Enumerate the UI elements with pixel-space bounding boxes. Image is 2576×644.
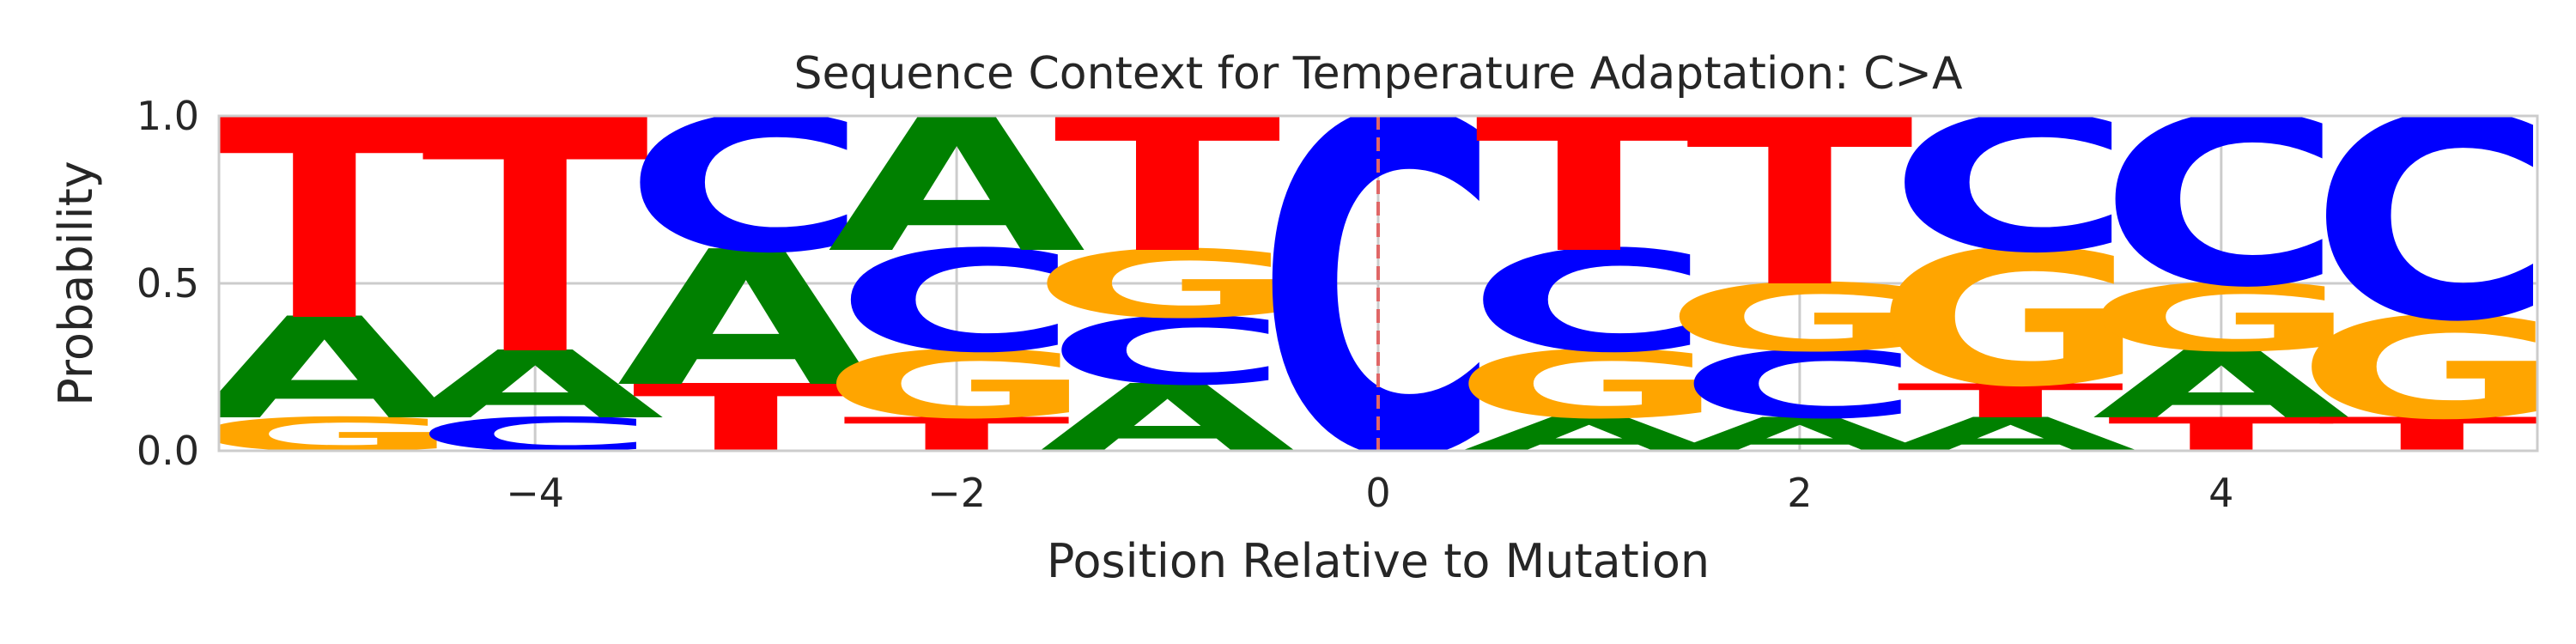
logo-letter-g: G	[820, 331, 1094, 440]
logo-letter-g: G	[2084, 264, 2358, 373]
logo-letter-a: A	[406, 331, 667, 440]
x-axis-label: Position Relative to Mutation	[1047, 534, 1710, 588]
logo-letter-t: T	[843, 408, 1072, 462]
tick-labels: −4 −2 0 2 4 0.0 0.5 1.0	[137, 93, 2234, 516]
y-tick-label: 1.0	[137, 93, 199, 139]
logo-letter-c: C	[2310, 58, 2555, 383]
logo-letter-t: T	[2107, 408, 2336, 462]
logo-letter-t: T	[1897, 374, 2126, 428]
plot-frame	[217, 114, 2539, 453]
logo-letter-a: A	[2092, 331, 2353, 440]
logo-letter-a: A	[617, 212, 878, 428]
logo-letter-g: G	[1030, 231, 1304, 339]
x-tick-label: 0	[1365, 470, 1390, 516]
logo-letter-a: A	[1881, 408, 2142, 462]
logo-letter-a: A	[1038, 365, 1299, 473]
logo-letter-c: C	[1467, 222, 1711, 384]
x-tick-label: 2	[1787, 470, 1812, 516]
y-axis-label: Probability	[49, 161, 103, 405]
logo-letter-c: C	[413, 408, 658, 462]
logo-letter-c: C	[623, 78, 868, 295]
logo-letter-t: T	[1475, 78, 1704, 295]
logo-letter-t: T	[422, 48, 651, 427]
logo-letter-t: T	[210, 58, 440, 383]
logo-letter-a: A	[1460, 408, 1721, 462]
logo-letter-c: C	[1045, 298, 1290, 406]
logo-letter-g: G	[1662, 264, 1936, 373]
logo-letter-a: A	[1671, 408, 1932, 462]
y-tick-label: 0.5	[137, 260, 199, 307]
logo-letter-t: T	[632, 365, 861, 473]
logo-letter-c: C	[1888, 78, 2133, 295]
logo-letter-c: C	[834, 222, 1078, 384]
logo-letter-g: G	[1874, 212, 2148, 428]
chart-title: Sequence Context for Temperature Adaptat…	[793, 48, 1963, 100]
logo-letter-a: A	[195, 289, 456, 451]
logo-letter-t: T	[1686, 68, 1915, 338]
x-tick-label: −4	[506, 470, 564, 516]
y-tick-label: 0.0	[137, 428, 199, 474]
logo-letter-c: C	[2099, 68, 2343, 338]
logo-letter-g: G	[2295, 289, 2569, 451]
logo-letter-c: C	[1677, 331, 1922, 440]
logo-letter-t: T	[1054, 78, 1283, 295]
x-tick-label: 4	[2208, 470, 2233, 516]
x-tick-label: −2	[927, 470, 986, 516]
logo-letter-t: T	[2318, 408, 2548, 462]
logo-letter-a: A	[828, 78, 1089, 295]
logo-letter-g: G	[1452, 331, 1726, 440]
logo-letter-g: G	[187, 408, 461, 462]
